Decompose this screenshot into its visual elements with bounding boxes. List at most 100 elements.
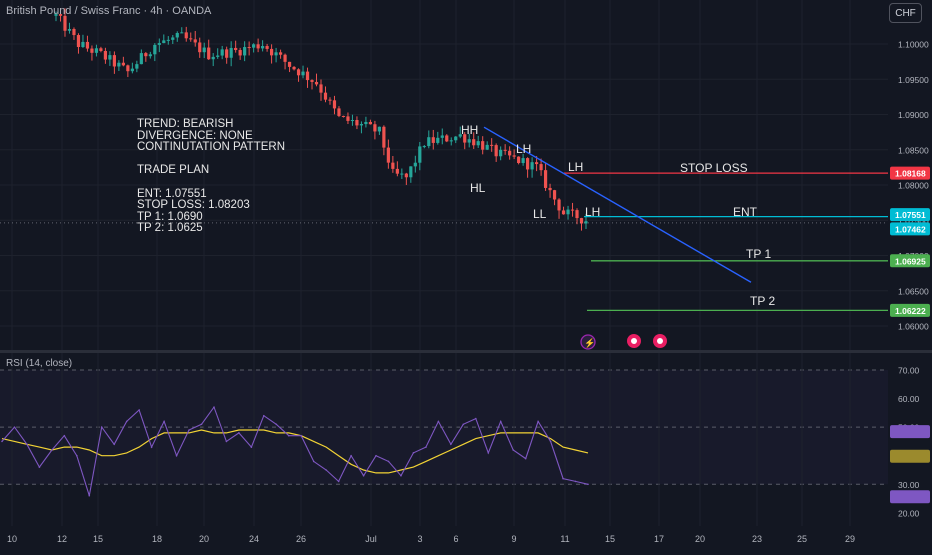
candle-body	[323, 92, 328, 100]
price-tag	[890, 303, 930, 317]
rsi-point	[337, 480, 340, 483]
lh-label: LH	[585, 205, 600, 219]
rsi-point	[225, 440, 228, 443]
price-chart-pane[interactable]: HH LH HL LH LL LH STOP LOSS ENT TP 1 TP 2 1.10000…	[0, 0, 932, 350]
candle-body	[386, 147, 390, 163]
note-line: TREND: BEARISH	[137, 118, 234, 130]
candle-body	[517, 156, 521, 164]
candle-body	[81, 41, 85, 48]
candle-body	[431, 137, 435, 143]
candle-body	[584, 221, 588, 224]
price-tag	[890, 208, 930, 222]
candle-body	[436, 137, 440, 143]
event-flag-icon	[631, 338, 637, 344]
candle-body	[570, 209, 575, 211]
candle-body	[526, 158, 530, 170]
rsi-ma-line	[1, 429, 589, 474]
price-tick-label: 1.09000	[898, 110, 929, 120]
candle-body	[296, 69, 301, 76]
price-tick-label: 1.06000	[898, 322, 929, 332]
candle-body	[418, 146, 422, 163]
candle-body	[543, 170, 548, 188]
rsi-point	[63, 434, 66, 437]
candle-body	[90, 48, 94, 53]
candle-body	[198, 42, 202, 53]
rsi-point	[350, 454, 352, 457]
rsi-point	[462, 423, 465, 426]
candle-body	[153, 44, 157, 55]
price-tick-label: 1.06500	[898, 286, 929, 296]
rsi-point	[175, 454, 178, 457]
time-tick-label: 10	[7, 534, 17, 544]
time-tick-label: 17	[654, 534, 664, 544]
candle-body	[202, 47, 206, 53]
candle-body	[252, 44, 256, 48]
candle-body	[404, 173, 408, 178]
rsi-point	[163, 420, 165, 423]
time-tick-label: 23	[752, 534, 762, 544]
candle-body	[243, 47, 247, 56]
candle-body	[211, 56, 215, 60]
candle-body	[445, 135, 449, 142]
note-line	[137, 177, 285, 189]
candle-body	[175, 33, 179, 38]
rsi-point	[474, 417, 477, 420]
candle-body	[103, 50, 108, 60]
candle-body	[449, 140, 453, 142]
candle-body	[269, 48, 274, 56]
candle-body	[512, 155, 516, 157]
price-tick-label: 1.08500	[898, 145, 929, 155]
candle-body	[301, 71, 305, 76]
rsi-point	[188, 429, 190, 431]
candle-body	[427, 137, 431, 147]
candle-body	[454, 136, 458, 141]
candle-body	[566, 209, 570, 215]
pane-separator[interactable]	[0, 350, 932, 353]
lightning-icon: ⚡	[584, 337, 595, 349]
time-axis[interactable]: 10 12 15 18 20 24 26 Jul 3 6 9 11 15 17 20 23 25 29	[0, 526, 932, 550]
candle-body	[400, 173, 404, 175]
candlestick-chart[interactable]: HH LH HL LH LL LH STOP LOSS ENT TP 1 TP 2 1.10000…	[0, 0, 932, 350]
rsi-point	[375, 454, 377, 457]
candle-body	[292, 66, 296, 70]
candle-body	[467, 139, 471, 143]
rsi-point	[138, 409, 140, 411]
candle-body	[166, 39, 170, 41]
candle-body	[472, 139, 476, 146]
candle-body	[481, 141, 485, 150]
rsi-tag	[890, 490, 930, 504]
candle-body	[162, 40, 166, 44]
note-line: TP 2: 1.0625	[137, 222, 203, 235]
currency-button[interactable]: CHF	[889, 3, 922, 23]
candle-body	[171, 37, 175, 40]
hl-label: HL	[470, 181, 486, 195]
rsi-point	[362, 474, 365, 477]
price-tag-label: 1.08168	[895, 169, 926, 179]
candle-body	[552, 190, 557, 200]
candle-body	[346, 116, 350, 121]
rsi-ma-tag	[890, 449, 930, 463]
rsi-point	[1, 440, 3, 443]
candle-body	[261, 46, 265, 49]
candle-body	[539, 164, 543, 171]
price-tag	[890, 166, 930, 180]
candle-body	[377, 126, 381, 132]
note-line: CONTINUTATION PATTERN	[137, 141, 286, 154]
candle-body	[373, 124, 377, 132]
rsi-point	[38, 466, 41, 468]
candle-body	[207, 47, 211, 60]
rsi-point	[425, 446, 427, 448]
candle-body	[184, 32, 188, 39]
note-line: DIVERGENCE: NONE	[137, 129, 253, 142]
candle-body	[148, 54, 152, 57]
time-tick-label: 25	[797, 534, 807, 544]
rsi-point	[88, 494, 91, 497]
candle-body	[117, 62, 121, 67]
ll-label: LL	[533, 207, 547, 221]
candle-body	[508, 150, 512, 156]
candle-body	[579, 218, 584, 224]
candle-body	[112, 55, 116, 67]
